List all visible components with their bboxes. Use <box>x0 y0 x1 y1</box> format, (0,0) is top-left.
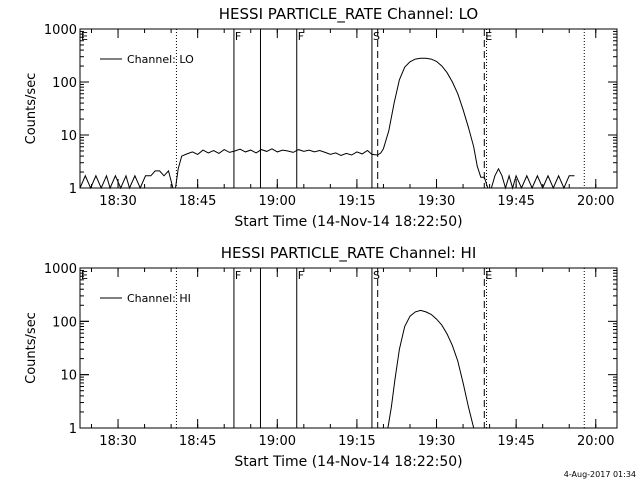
footer-timestamp: 4-Aug-2017 01:34 <box>564 470 636 479</box>
event-marker-label: F <box>235 269 241 282</box>
event-marker-label: S <box>373 30 380 43</box>
x-tick-label: 20:00 <box>577 434 614 449</box>
plot-frame <box>79 267 618 429</box>
event-marker-label: F <box>298 30 304 43</box>
event-marker-label: E <box>485 269 492 282</box>
plot-frame <box>79 28 618 189</box>
x-axis-label: Start Time (14-Nov-14 18:22:50) <box>234 454 462 470</box>
event-marker-label: E <box>81 269 88 282</box>
x-tick-label: 19:30 <box>418 434 455 449</box>
x-tick-label: 19:00 <box>259 434 296 449</box>
event-marker-label: E <box>485 30 492 43</box>
x-tick-label: 20:00 <box>577 194 614 209</box>
chart-title: HESSI PARTICLE_RATE Channel: LO <box>219 5 478 24</box>
x-tick-label: 19:00 <box>259 194 296 209</box>
series-line <box>387 309 475 429</box>
y-axis-label: Counts/sec <box>24 312 39 384</box>
event-marker-label: F <box>235 30 241 43</box>
panel-lo: HESSI PARTICLE_RATE Channel: LO 1 10 100 100… <box>24 5 618 230</box>
x-tick-label: 18:45 <box>179 194 216 209</box>
y-tick-label: 1000 <box>44 23 77 38</box>
y-tick-label: 1 <box>69 182 77 197</box>
x-tick-label: 19:15 <box>338 194 375 209</box>
chart-title: HESSI PARTICLE_RATE Channel: HI <box>221 244 477 263</box>
x-axis-label: Start Time (14-Nov-14 18:22:50) <box>234 214 462 230</box>
y-tick-label: 100 <box>52 315 77 330</box>
y-tick-label: 1000 <box>44 262 77 277</box>
series-line <box>79 57 575 190</box>
y-tick-label: 1 <box>69 422 77 437</box>
y-tick-label: 100 <box>52 76 77 91</box>
event-marker-label: F <box>298 269 304 282</box>
y-tick-label: 10 <box>60 369 77 384</box>
x-tick-label: 18:30 <box>99 194 136 209</box>
y-axis-label: Counts/sec <box>24 73 39 145</box>
legend-label: Channel: HI <box>127 292 191 305</box>
x-tick-label: 18:45 <box>179 434 216 449</box>
x-tick-label: 19:15 <box>338 434 375 449</box>
legend-label: Channel: LO <box>127 53 194 66</box>
x-tick-label: 19:30 <box>418 194 455 209</box>
x-tick-label: 19:45 <box>497 434 534 449</box>
x-tick-label: 19:45 <box>497 194 534 209</box>
x-tick-label: 18:30 <box>99 434 136 449</box>
panel-hi: HESSI PARTICLE_RATE Channel: HI 1 10 100 100… <box>24 244 618 470</box>
y-tick-label: 10 <box>60 129 77 144</box>
event-marker-label: S <box>373 269 380 282</box>
event-marker-label: E <box>81 30 88 43</box>
